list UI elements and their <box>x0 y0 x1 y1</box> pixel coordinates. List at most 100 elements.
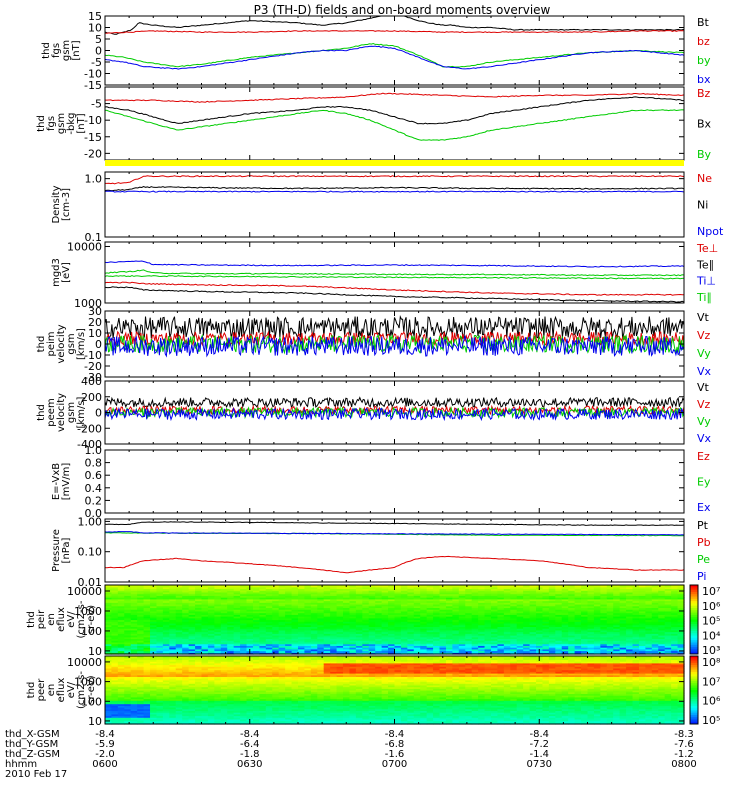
heatmap-cell <box>471 598 479 602</box>
heatmap-cell <box>105 715 113 718</box>
heatmap-cell <box>137 720 145 723</box>
heatmap-cell <box>407 645 415 648</box>
heatmap-cell <box>478 619 486 622</box>
heatmap-cell <box>645 600 653 603</box>
heatmap-cell <box>574 603 582 607</box>
heatmap-cell <box>227 638 235 641</box>
heatmap-cell <box>265 610 273 614</box>
series-line-Npot <box>104 190 685 193</box>
heatmap-cell <box>323 643 331 646</box>
heatmap-cell <box>503 643 511 646</box>
heatmap-cell <box>677 598 685 602</box>
heatmap-cell <box>651 593 659 596</box>
heatmap-cell <box>600 631 608 634</box>
heatmap-cell <box>117 609 125 612</box>
heatmap-cell <box>162 659 170 662</box>
heatmap-cell <box>130 605 138 609</box>
legend-Bt: Bt <box>697 16 710 29</box>
y-axis-label-line: eV/ <box>66 611 77 628</box>
heatmap-cell <box>593 610 601 614</box>
heatmap-cell <box>330 636 338 640</box>
heatmap-cell <box>587 636 595 640</box>
heatmap-cell <box>536 636 544 640</box>
heatmap-cell <box>343 609 351 612</box>
heatmap-cell <box>111 664 119 667</box>
heatmap-cell <box>150 695 158 698</box>
heatmap-cell <box>169 624 177 627</box>
heatmap-cell <box>664 645 672 648</box>
heatmap-cell <box>471 610 479 614</box>
heatmap-cell <box>124 607 132 610</box>
heatmap-cell <box>278 607 286 610</box>
heatmap-cell <box>638 593 646 596</box>
heatmap-cell <box>600 590 608 593</box>
heatmap-cell <box>343 650 351 653</box>
heatmap-cell <box>638 616 646 619</box>
heatmap-cell <box>156 701 164 705</box>
heatmap-cell <box>278 585 286 588</box>
heatmap-cell <box>664 614 672 617</box>
heatmap-cell <box>581 652 589 655</box>
heatmap-cell <box>568 610 576 614</box>
heatmap-cell <box>310 602 318 605</box>
y-tick-label: -200 <box>77 422 102 435</box>
heatmap-cell <box>259 598 267 602</box>
heatmap-cell <box>497 621 505 624</box>
heatmap-cell <box>207 600 215 603</box>
heatmap-cell <box>471 588 479 591</box>
heatmap-cell <box>375 652 383 655</box>
heatmap-cell <box>677 650 685 653</box>
heatmap-cell <box>162 590 170 593</box>
heatmap-cell <box>426 648 434 652</box>
heatmap-cell <box>458 631 466 634</box>
heatmap-cell <box>375 648 383 652</box>
heatmap-cell <box>465 607 473 610</box>
heatmap-cell <box>388 610 396 614</box>
heatmap-cell <box>536 626 544 629</box>
heatmap-cell <box>491 593 499 596</box>
heatmap-cell <box>233 638 241 641</box>
heatmap-cell <box>426 628 434 631</box>
heatmap-cell <box>619 631 627 634</box>
heatmap-cell <box>124 588 132 591</box>
heatmap-cell <box>272 626 280 629</box>
heatmap-cell <box>491 633 499 636</box>
heatmap-cell <box>581 621 589 624</box>
heatmap-cell <box>105 669 113 672</box>
heatmap-cell <box>252 622 260 626</box>
heatmap-cell <box>220 607 228 610</box>
heatmap-cell <box>246 603 254 607</box>
heatmap-cell <box>548 585 556 588</box>
heatmap-cell <box>593 600 601 603</box>
heatmap-cell <box>503 652 511 655</box>
heatmap-cell <box>336 650 344 653</box>
heatmap-cell <box>368 605 376 609</box>
heatmap-cell <box>252 600 260 603</box>
heatmap-cell <box>111 603 119 607</box>
heatmap-cell <box>664 628 672 631</box>
heatmap-cell <box>574 648 582 652</box>
heatmap-cell <box>336 595 344 598</box>
heatmap-cell <box>510 588 518 591</box>
heatmap-cell <box>536 643 544 646</box>
heatmap-cell <box>664 598 672 602</box>
series-line-Vz <box>104 330 685 347</box>
heatmap-cell <box>343 591 351 595</box>
heatmap-cell <box>420 631 428 634</box>
heatmap-cell <box>658 593 666 596</box>
heatmap-cell <box>439 626 447 629</box>
heatmap-cell <box>510 643 518 646</box>
heatmap-cell <box>117 638 125 641</box>
heatmap-cell <box>394 605 402 609</box>
heatmap-cell <box>471 650 479 653</box>
heatmap-cell <box>445 595 453 598</box>
heatmap-cell <box>105 698 113 701</box>
heatmap-cell <box>150 622 158 626</box>
heatmap-cell <box>265 621 273 624</box>
heatmap-cell <box>111 641 119 645</box>
heatmap-cell <box>214 650 222 653</box>
heatmap-cell <box>626 636 634 640</box>
heatmap-cell <box>298 635 306 638</box>
heatmap-cell <box>214 629 222 633</box>
